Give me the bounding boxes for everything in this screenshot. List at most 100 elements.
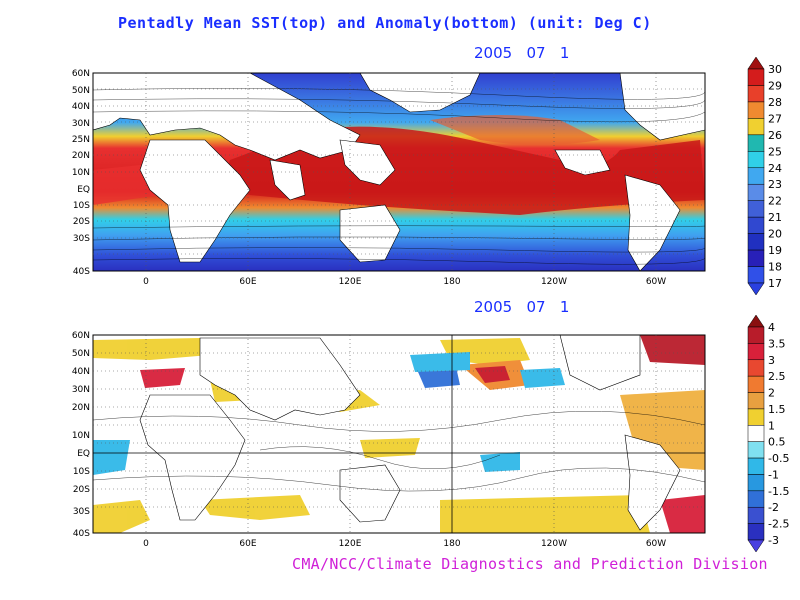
bottom-lon-tick: 180 [443,539,460,549]
bottom-lon-tick: 0 [143,539,149,549]
top-lon-tick: 120E [339,277,362,287]
top-colorbar-swatch [747,266,765,284]
land-masses-bottom [139,335,681,531]
top-colorbar-label: 22 [768,195,782,208]
top-lat-tick: 10S [73,201,90,211]
top-lon-tick: 60W [646,277,666,287]
top-colorbar-label: 18 [768,261,782,274]
top-lon-tick: 180 [443,277,460,287]
top-colorbar-swatch [747,118,765,136]
bottom-lat-tick: 30S [73,507,90,517]
top-colorbar-label: 29 [768,79,782,92]
top-lat-tick: EQ [77,185,90,195]
bottom-colorbar-swatch [747,457,765,475]
bottom-colorbar-swatch [747,506,765,524]
top-colorbar-swatch [747,216,765,234]
top-colorbar-label: 30 [768,63,782,76]
top-lon-tick: 60E [239,277,256,287]
top-lat-tick: 50N [72,86,90,96]
bottom-colorbar-label: -0.5 [768,452,789,465]
bottom-colorbar-swatch [747,326,765,344]
bottom-colorbar-label: 0.5 [768,436,786,449]
bottom-colorbar-label: 2 [768,387,775,400]
bottom-colorbar-swatch [747,474,765,492]
top-colorbar-swatch [747,167,765,185]
top-lat-tick: 10N [72,168,90,178]
top-gridlines [93,73,705,271]
bottom-lat-tick: 60N [72,331,90,341]
top-date-label: 2005 07 1 [474,44,570,62]
top-lat-axis: 60N 50N 40N 30N 25N 20N 10N EQ 10S 20S 3… [72,69,90,277]
bottom-colorbar-bottom-arrow [747,539,765,553]
top-lon-tick: 120W [541,277,567,287]
top-colorbar-swatch [747,134,765,152]
bottom-lat-tick: 40S [73,529,90,539]
bottom-colorbar-label: -2.5 [768,518,789,531]
bottom-lon-tick: 120E [339,539,362,549]
bottom-colorbar-label: -2 [768,501,779,514]
top-colorbar-swatch [747,249,765,267]
bottom-colorbar-label: 2.5 [768,370,786,383]
bottom-colorbar-label: 4 [768,321,775,334]
bottom-colorbar-swatch [747,408,765,426]
top-lat-tick: 60N [72,69,90,79]
top-colorbar-label: 21 [768,211,782,224]
top-lat-tick: 25N [72,135,90,145]
top-map-panel: 60N 50N 40N 30N 25N 20N 10N EQ 10S 20S 3… [72,69,706,287]
top-colorbar-swatch [747,183,765,201]
page-title: Pentadly Mean SST(top) and Anomaly(botto… [118,14,652,32]
bottom-colorbar-swatch [747,359,765,377]
top-lon-axis: 0 60E 120E 180 120W 60W [143,277,666,287]
top-lat-tick: 20S [73,217,90,227]
top-colorbar-label: 27 [768,112,782,125]
top-colorbar-label: 26 [768,129,782,142]
bottom-colorbar-label: 1.5 [768,403,786,416]
top-colorbar-label: 19 [768,244,782,257]
top-colorbar-label: 24 [768,162,782,175]
bottom-lat-tick: 30N [72,385,90,395]
bottom-colorbar-swatch [747,490,765,508]
top-lat-tick: 40S [73,267,90,277]
top-colorbar-swatch [747,101,765,119]
bottom-colorbar-swatch [747,523,765,541]
bottom-colorbar-swatch [747,375,765,393]
top-colorbar-swatch [747,200,765,218]
top-lat-tick: 40N [72,102,90,112]
top-colorbar-label: 17 [768,277,782,290]
top-colorbar-bottom-arrow [747,282,765,296]
credit-text: CMA/NCC/Climate Diagnostics and Predicti… [292,555,768,573]
top-lat-tick: 30S [73,234,90,244]
bottom-colorbar-top-arrow [747,314,765,328]
bottom-lon-tick: 120W [541,539,567,549]
bottom-lon-axis: 0 60E 120E 180 120W 60W [143,539,666,549]
bottom-lat-tick: EQ [77,449,90,459]
top-colorbar-swatch [747,233,765,251]
top-lat-tick: 30N [72,119,90,129]
bottom-colorbar-label: -1 [768,468,779,481]
bottom-lat-tick: 40N [72,367,90,377]
top-colorbar-swatch [747,68,765,86]
bottom-colorbar-swatch [747,425,765,442]
bottom-lat-tick: 50N [72,349,90,359]
bottom-colorbar-label: 1 [768,419,775,432]
bottom-lat-tick: 20N [72,403,90,413]
bottom-colorbar-label: 3.5 [768,337,786,350]
bottom-lon-tick: 60W [646,539,666,549]
top-lon-tick: 0 [143,277,149,287]
bottom-lon-tick: 60E [239,539,256,549]
top-colorbar-label: 25 [768,145,782,158]
bottom-gridlines [93,335,705,533]
top-colorbar-top-arrow [747,56,765,70]
top-colorbar-swatch [747,85,765,103]
top-colorbar-label: 28 [768,96,782,109]
bottom-lat-tick: 20S [73,485,90,495]
bottom-lat-tick: 10N [72,431,90,441]
bottom-colorbar-label: -3 [768,534,779,547]
bottom-date-label: 2005 07 1 [474,298,570,316]
top-colorbar-label: 20 [768,228,782,241]
bottom-colorbar-swatch [747,343,765,361]
bottom-lat-axis: 60N 50N 40N 30N 20N 10N EQ 10S 20S 30S 4… [72,331,90,539]
top-lat-tick: 20N [72,151,90,161]
bottom-colorbar-swatch [747,392,765,410]
